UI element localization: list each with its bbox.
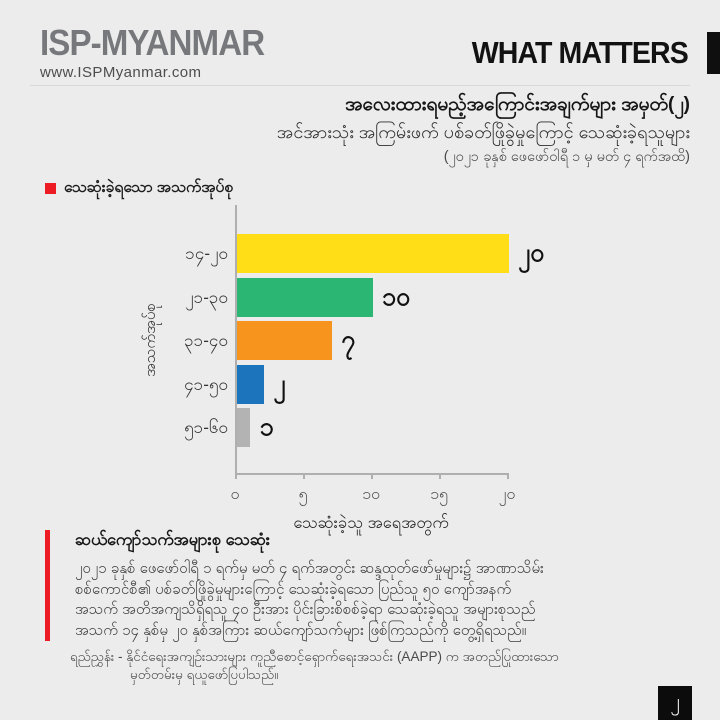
note-body-line: စစ်ကောင်စီ၏ ပစ်ခတ်ဖြိုခွဲမှုများကြောင့် …	[75, 580, 512, 598]
x-tick-mark	[439, 473, 441, 479]
website-url: www.ISPMyanmar.com	[40, 63, 202, 81]
x-tick-label: ၁၅	[430, 486, 448, 503]
category-label: ၂၁-၃၀	[185, 287, 228, 307]
title-line-1: အလေးထားရမည့်အကြောင်းအချက်များ အမှတ်(၂)	[345, 94, 690, 115]
source-line-2: မှတ်တမ်းမှ ရယူဖော်ပြပါသည်။	[130, 667, 279, 682]
category-label: ၄၁-၅၀	[184, 374, 228, 394]
x-tick-label: ၂၀	[498, 486, 516, 503]
bar	[236, 234, 509, 273]
category-label: ၁၄-၂၀	[185, 244, 228, 263]
page-number: ၂	[670, 691, 680, 712]
deaths-by-age-chart: ၁၄-၂၀ ၂၀ ၂၁-၃၀ ၁၀ ၃၁-၄၀၇၄၁-၅၀၂၅၁-၆၀၁၀၅၁၀ ၁၅ ၂၀…	[130, 205, 600, 535]
bar-value-label: ၂	[273, 369, 286, 398]
bar-value-label: ၁၀	[382, 282, 411, 311]
legend-label: သေဆုံးခဲ့ရသော အသက်အုပ်စု	[64, 179, 233, 196]
x-tick-mark	[371, 473, 373, 479]
x-tick-mark	[507, 473, 509, 479]
chart-legend: သေဆုံးခဲ့ရသော အသက်အုပ်စု	[45, 177, 233, 200]
bar	[236, 321, 332, 360]
brand-title: WHAT MATTERS	[471, 35, 689, 70]
bar-value-label: ၇	[341, 326, 356, 354]
note-section: ဆယ်ကျော်သက်အများစု သေဆုံး ၂၀၂၁ ခုနှစ် ဖေ…	[45, 530, 645, 641]
page-number-badge: ၂	[658, 686, 692, 720]
x-tick-label: ၀	[230, 486, 240, 503]
logo-block: ISP-MYANMAR www.ISPMyanmar.com	[40, 24, 284, 81]
x-axis-title: သေဆုံးခဲ့သူ အရေအတွက်	[293, 514, 449, 532]
bar-value-label: ၁	[259, 413, 274, 441]
bar	[236, 408, 251, 447]
source-note: ရည်ညွှန်း - နိုင်ငံရေးအကျဉ်းသားများ ကူညီ…	[70, 648, 559, 684]
title-date-range: (၂၀၂၁ ခုနှစ် ဖေဖော်ဝါရီ ၁ မှ မတ် ၄ ရက်အထ…	[443, 148, 690, 165]
x-tick-mark	[235, 473, 237, 479]
y-axis-title: အသက်အုပ်စု	[142, 303, 159, 377]
infographic-title: အလေးထားရမည့်အကြောင်းအချက်များ အမှတ်(၂) အ…	[277, 91, 690, 167]
x-tick-label: ၅	[298, 486, 308, 503]
category-label: ၅၁-၆၀	[184, 418, 228, 437]
header-divider	[30, 85, 690, 86]
bar-value-label: ၂၀	[518, 239, 545, 267]
bar	[236, 277, 373, 317]
title-line-2: အင်အားသုံး အကြမ်းဖက် ပစ်ခတ်ဖြိုခွဲမှုကြေ…	[276, 121, 690, 142]
x-tick-label: ၁၀	[362, 486, 380, 503]
legend-swatch-icon	[45, 183, 56, 194]
note-heading: ဆယ်ကျော်သက်အများစု သေဆုံး	[75, 531, 270, 549]
source-line-1: ရည်ညွှန်း - နိုင်ငံရေးအကျဉ်းသားများ ကူညီ…	[70, 649, 559, 664]
x-tick-mark	[303, 473, 305, 479]
note-body-line: ၂၀၂၁ ခုနှစ် ဖေဖော်ဝါရီ ၁ ရက်မှ မတ် ၄ ရက်…	[75, 560, 544, 577]
logo-text: ISP-MYANMAR	[40, 22, 265, 63]
category-label: ၃၁-၄၀	[184, 331, 228, 350]
brand-accent-bar	[707, 32, 720, 74]
note-body-line: အသက် အတိအကျသိရှိရသူ ၄၀ ဦးအား ပိုင်းခြားစ…	[75, 601, 536, 618]
note-body-line: အသက် ၁၄ နှစ်မှ ၂၀ နှစ်အကြား ဆယ်ကျော်သက်မ…	[75, 621, 527, 639]
bar	[236, 364, 264, 404]
y-axis-line	[235, 205, 237, 473]
